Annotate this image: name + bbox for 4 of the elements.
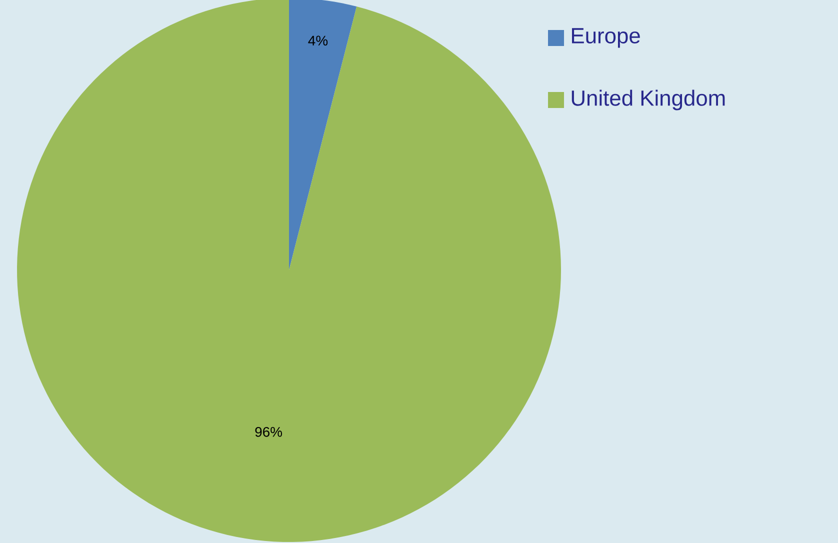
legend-label: United Kingdom (572, 90, 725, 110)
data-label: 4% (308, 36, 328, 46)
legend-label: Europe (572, 28, 640, 48)
data-label: 96% (255, 426, 282, 437)
